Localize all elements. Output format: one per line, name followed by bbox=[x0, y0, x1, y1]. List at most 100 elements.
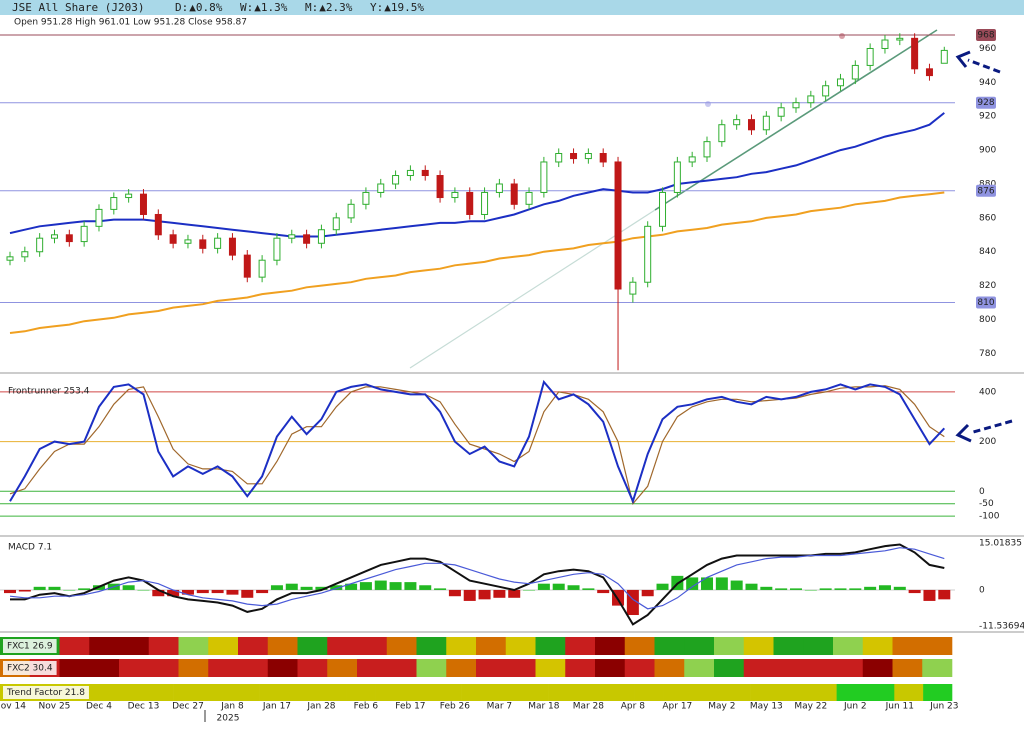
x-tick-label: May 13 bbox=[750, 702, 783, 712]
candle-body bbox=[896, 37, 904, 41]
histogram-bar bbox=[122, 585, 135, 590]
candle-body bbox=[125, 193, 133, 199]
candle-body bbox=[199, 239, 207, 249]
x-tick-label: Jan 8 bbox=[220, 702, 244, 712]
candle-body bbox=[540, 161, 548, 193]
y-tick-label: 920 bbox=[979, 112, 996, 122]
change-value: ▲0.8% bbox=[189, 1, 222, 14]
x-tick-label: Apr 17 bbox=[662, 702, 692, 712]
histogram-bar bbox=[656, 583, 669, 590]
trendline-extension bbox=[409, 209, 656, 369]
candle-body bbox=[466, 191, 474, 215]
histogram-bar bbox=[374, 580, 387, 590]
y-tick-label: 840 bbox=[979, 247, 996, 257]
histogram-bar bbox=[864, 586, 877, 590]
heat-cell bbox=[238, 659, 269, 677]
histogram-bar bbox=[819, 588, 832, 590]
x-tick-label: Apr 8 bbox=[621, 702, 645, 712]
heat-cell bbox=[386, 637, 417, 655]
heat-cell bbox=[259, 684, 289, 701]
candle-body bbox=[510, 183, 518, 205]
series-line bbox=[9, 191, 945, 334]
heat-cell bbox=[721, 684, 751, 701]
histogram-bar bbox=[48, 586, 61, 590]
candle-body bbox=[303, 234, 311, 244]
histogram-bar bbox=[285, 583, 298, 590]
histogram-bar bbox=[760, 586, 773, 590]
histogram-bar bbox=[256, 589, 269, 594]
candle-body bbox=[748, 119, 755, 131]
heat-cell bbox=[743, 659, 774, 677]
heat-cell bbox=[505, 659, 536, 677]
heat-cell bbox=[535, 637, 566, 655]
level-label: 810 bbox=[977, 298, 994, 308]
level-anchor bbox=[839, 33, 845, 39]
histogram-bar bbox=[359, 582, 372, 590]
series-line bbox=[9, 112, 945, 238]
x-tick-label: Dec 4 bbox=[86, 702, 112, 712]
heat-cell bbox=[865, 684, 895, 701]
candle-body bbox=[139, 193, 147, 215]
series-line bbox=[9, 379, 946, 505]
heat-cell bbox=[297, 637, 328, 655]
histogram-bar bbox=[315, 586, 328, 590]
candle-body bbox=[481, 191, 489, 215]
histogram-bar bbox=[226, 589, 239, 595]
histogram-bar bbox=[938, 589, 951, 600]
heat-cell bbox=[892, 637, 923, 655]
heat-cell bbox=[803, 659, 834, 677]
histogram-bar bbox=[389, 582, 402, 590]
histogram-bar bbox=[167, 589, 180, 597]
candle-body bbox=[733, 119, 741, 126]
heat-cell bbox=[605, 684, 635, 701]
heat-cell bbox=[144, 684, 174, 701]
candle-body bbox=[214, 237, 222, 249]
heat-cell bbox=[267, 637, 298, 655]
heat-cell bbox=[836, 684, 866, 701]
candle-body bbox=[599, 153, 607, 163]
ohlc-info: Open 951.28 High 961.01 Low 951.28 Close… bbox=[14, 18, 247, 28]
x-tick-label: Jan 17 bbox=[262, 702, 291, 712]
change-label: D: bbox=[175, 1, 188, 14]
strip-title-bg bbox=[3, 686, 89, 699]
histogram-bar bbox=[730, 580, 743, 590]
level-badge bbox=[976, 184, 996, 197]
histogram-bar bbox=[923, 589, 936, 601]
level-label: 928 bbox=[977, 98, 994, 108]
candle-body bbox=[317, 229, 325, 244]
heat-cell bbox=[461, 684, 491, 701]
candle-body bbox=[614, 161, 622, 290]
histogram-bar bbox=[18, 589, 31, 592]
strip-title-bg bbox=[3, 639, 57, 653]
histogram-bar bbox=[878, 585, 891, 590]
histogram-bar bbox=[701, 577, 714, 590]
heat-cell bbox=[750, 684, 780, 701]
histogram-bar bbox=[597, 589, 610, 594]
x-tick-label: Feb 6 bbox=[354, 702, 379, 712]
heat-cell bbox=[535, 659, 566, 677]
histogram-bar bbox=[137, 589, 150, 591]
candle-body bbox=[807, 95, 815, 104]
candle-body bbox=[154, 213, 162, 236]
candle-body bbox=[555, 153, 563, 163]
candle-body bbox=[777, 107, 785, 117]
histogram-bar bbox=[493, 589, 506, 598]
candle-body bbox=[258, 259, 266, 278]
candle-body bbox=[406, 169, 414, 177]
heat-cell bbox=[208, 659, 239, 677]
histogram-bar bbox=[789, 588, 802, 590]
title-bar bbox=[0, 0, 1024, 15]
x-tick-label: May 22 bbox=[794, 702, 827, 712]
candle-body bbox=[836, 78, 844, 87]
heat-cell bbox=[238, 637, 269, 655]
heat-cell bbox=[416, 659, 447, 677]
histogram-bar bbox=[893, 586, 906, 590]
candle-body bbox=[911, 37, 919, 70]
candle-body bbox=[703, 141, 711, 158]
candle-body bbox=[866, 47, 874, 66]
y-tick-label: 880 bbox=[979, 179, 996, 189]
histogram-bar bbox=[834, 588, 847, 590]
histogram-bar bbox=[196, 589, 209, 594]
strip-title: FXC2 30.4 bbox=[7, 664, 53, 674]
candle-body bbox=[688, 156, 696, 163]
